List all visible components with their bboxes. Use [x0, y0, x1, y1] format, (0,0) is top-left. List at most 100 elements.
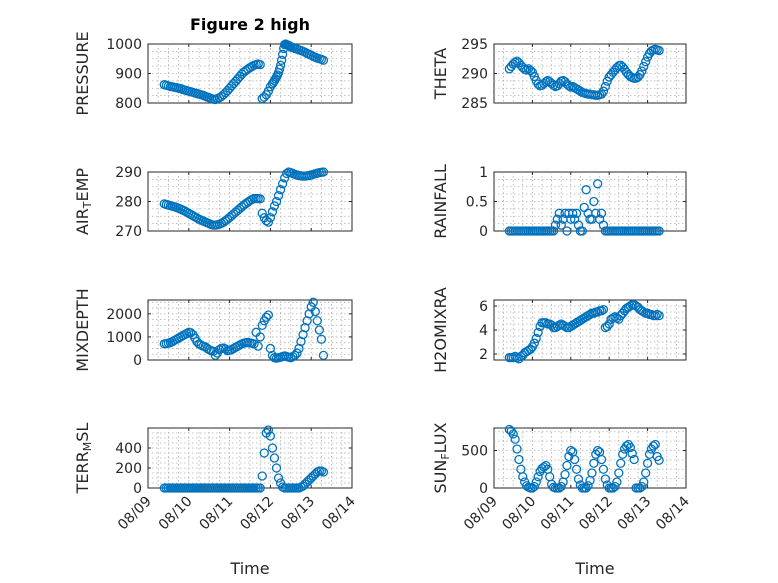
- data-point: [650, 310, 660, 321]
- subplot-3: 270 280 290 AIRTEMP: [73, 165, 353, 240]
- data-point: [533, 472, 543, 482]
- data-point: [639, 61, 649, 72]
- data-point: [652, 309, 662, 320]
- series-points: [159, 39, 329, 105]
- figure-title: Figure 2 high: [190, 15, 310, 34]
- subplot-4: 0 0.5 1 RAINFALL: [431, 164, 687, 240]
- y-tick-label: 4: [479, 323, 488, 339]
- x-tick-label: 08/12: [237, 494, 277, 534]
- data-point: [318, 467, 329, 477]
- data-point: [255, 483, 265, 493]
- data-point: [277, 179, 288, 189]
- data-point: [318, 350, 329, 361]
- data-point: [593, 445, 603, 456]
- data-point: [562, 226, 572, 236]
- data-point: [556, 220, 566, 230]
- x-axis-label-right: Time: [574, 559, 614, 578]
- y-tick-label: 1000: [106, 330, 142, 346]
- subplot-7: 08/09 08/10 08/11 08/12 08/13 08/14 0 200 400 TER…: [73, 423, 359, 534]
- x-tick-label: 08/10: [499, 494, 539, 534]
- y-tick-label: 290: [461, 67, 488, 83]
- y-tick-label: 6: [479, 299, 488, 315]
- data-point: [596, 208, 607, 218]
- data-point: [548, 80, 559, 90]
- x-tick-label: 08/13: [278, 494, 318, 534]
- data-point: [654, 455, 664, 465]
- data-point: [257, 471, 267, 481]
- y-tick-label: 2000: [106, 307, 142, 323]
- data-point: [612, 477, 622, 487]
- y-axis-label: AIRTEMP: [73, 168, 94, 235]
- data-point: [255, 194, 265, 204]
- x-tick-label: 08/14: [653, 493, 693, 533]
- data-point: [596, 454, 607, 465]
- data-point: [641, 57, 651, 67]
- data-point: [271, 196, 282, 207]
- data-point: [510, 434, 520, 444]
- data-point: [610, 481, 620, 492]
- data-point: [277, 49, 288, 59]
- data-point: [654, 45, 664, 56]
- data-point: [265, 431, 276, 441]
- axes-box: [147, 427, 353, 489]
- subplot-2: 285 290 295 THETA: [431, 37, 687, 112]
- y-axis-label: H2OMIXRA: [431, 287, 450, 373]
- y-tick-label: 0.5: [466, 195, 488, 211]
- y-tick-label: 280: [115, 195, 142, 211]
- data-point: [204, 344, 214, 355]
- data-point: [625, 442, 635, 453]
- subplot-1: 800 900 1000 PRESSURE: [73, 31, 353, 116]
- data-point: [598, 464, 609, 474]
- data-point: [257, 208, 267, 218]
- y-tick-label: 285: [461, 96, 488, 112]
- x-tick-label: 08/09: [115, 494, 155, 534]
- data-point: [641, 468, 651, 478]
- data-point: [253, 341, 263, 351]
- data-point: [257, 320, 267, 331]
- y-axis-label: PRESSURE: [73, 31, 92, 115]
- subplot-6: 2 4 6 H2OMIXRA: [431, 287, 687, 373]
- data-point: [263, 217, 274, 227]
- data-point: [265, 213, 276, 223]
- y-axis-label: SUNFLUX: [431, 422, 452, 493]
- data-point: [556, 481, 566, 492]
- x-tick-label: 08/13: [615, 494, 655, 534]
- x-tick-label: 08/10: [156, 494, 196, 534]
- data-point: [531, 477, 541, 487]
- y-tick-label: 0: [479, 481, 488, 497]
- x-axis-label-left: Time: [229, 559, 269, 578]
- data-point: [654, 310, 664, 321]
- y-tick-label: 290: [115, 165, 142, 181]
- data-point: [571, 208, 582, 218]
- data-point: [642, 458, 653, 468]
- series-points: [504, 300, 664, 364]
- data-point: [318, 167, 329, 177]
- series-points: [504, 424, 664, 493]
- data-point: [548, 226, 559, 236]
- data-point: [269, 201, 280, 211]
- data-point: [273, 190, 284, 201]
- data-point: [577, 226, 587, 236]
- data-point: [182, 328, 192, 339]
- x-tick-label: 08/11: [197, 494, 237, 534]
- data-point: [602, 321, 612, 332]
- data-point: [629, 454, 639, 465]
- data-point: [290, 350, 300, 361]
- subplot-5: 0 1000 2000 MIXDEPTH: [73, 288, 353, 372]
- data-point: [541, 77, 551, 87]
- data-point: [267, 443, 278, 453]
- data-point: [654, 226, 664, 236]
- data-point: [583, 481, 593, 491]
- data-point: [587, 468, 597, 478]
- y-axis-label: TERRMSL: [73, 423, 94, 495]
- y-axis-label: RAINFALL: [431, 164, 450, 239]
- data-point: [275, 185, 286, 195]
- x-tick-label: 08/12: [576, 494, 616, 534]
- data-point: [648, 441, 659, 451]
- series-points: [159, 425, 329, 493]
- data-point: [529, 481, 539, 492]
- data-point: [263, 310, 274, 320]
- data-point: [593, 307, 603, 317]
